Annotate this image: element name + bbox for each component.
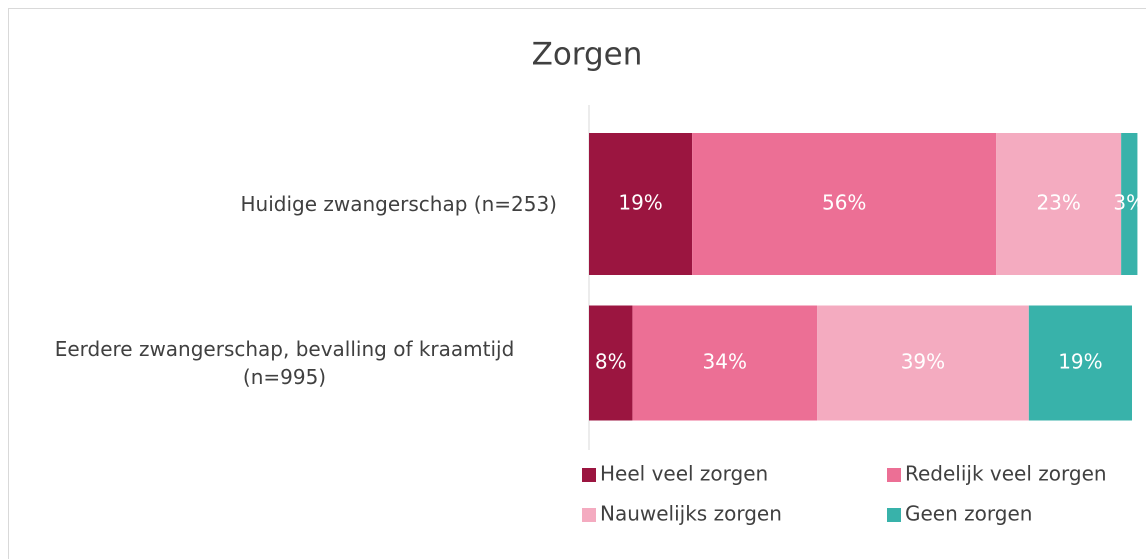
chart-border [8, 8, 1146, 559]
legend-swatch [582, 508, 596, 522]
data-label: 3% [1113, 191, 1145, 215]
legend-swatch [582, 468, 596, 482]
bar-segment [1121, 133, 1138, 275]
legend-label: Heel veel zorgen [600, 462, 768, 486]
data-label: 19% [1058, 350, 1102, 374]
bar-segment [692, 133, 997, 275]
data-label: 19% [618, 191, 662, 215]
legend-label: Nauwelijks zorgen [600, 502, 782, 526]
data-label: 34% [703, 350, 747, 374]
chart-title: Zorgen [532, 37, 643, 73]
bar-segment [589, 133, 693, 275]
bar-segment [817, 305, 1029, 421]
bar-segment [632, 305, 818, 421]
legend-swatch [887, 468, 901, 482]
bar-segment [996, 133, 1122, 275]
category-label: Huidige zwangerschap (n=253) [240, 192, 557, 216]
data-label: 23% [1036, 191, 1080, 215]
bar-segment [589, 305, 633, 421]
data-label: 39% [901, 350, 945, 374]
category-label: Eerdere zwangerschap, bevalling of kraam… [54, 337, 515, 389]
data-label: 56% [822, 191, 866, 215]
bar-segment [1028, 305, 1132, 421]
legend-label: Redelijk veel zorgen [905, 462, 1107, 486]
data-label: 8% [595, 350, 627, 374]
legend-label: Geen zorgen [905, 502, 1032, 526]
legend-swatch [887, 508, 901, 522]
